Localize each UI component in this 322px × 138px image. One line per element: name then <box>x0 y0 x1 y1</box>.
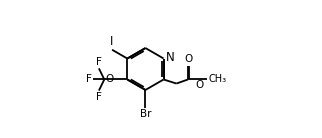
Text: CH₃: CH₃ <box>208 74 226 84</box>
Text: O: O <box>106 75 114 84</box>
Text: Br: Br <box>140 109 151 119</box>
Text: O: O <box>196 80 204 90</box>
Text: F: F <box>96 57 102 67</box>
Text: F: F <box>96 92 102 102</box>
Text: O: O <box>184 54 193 64</box>
Text: N: N <box>166 51 175 64</box>
Text: F: F <box>86 75 92 84</box>
Text: I: I <box>110 35 113 48</box>
